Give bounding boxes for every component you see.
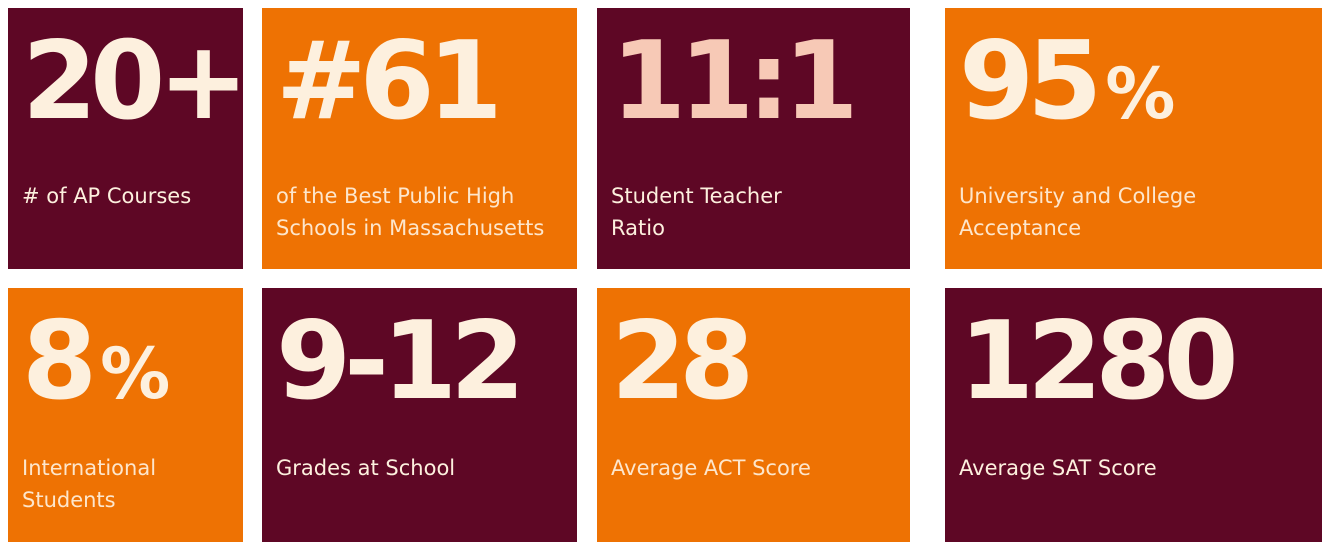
stat-number: 1280 <box>959 299 1239 424</box>
stat-label: Grades at School <box>276 456 456 480</box>
stat-tile: 95% University and College Acceptance <box>945 8 1322 269</box>
stat-number: 11:1 <box>611 19 859 144</box>
stat-number-suffix: % <box>100 333 171 415</box>
stat-label: International Students <box>22 456 157 512</box>
stat-label: University and College Acceptance <box>959 184 1197 240</box>
stat-number: 9-12 <box>276 299 525 424</box>
stat-tile: 8% International Students <box>8 288 243 542</box>
stat-label: Average SAT Score <box>959 456 1157 480</box>
stat-number: 8% <box>22 302 170 434</box>
stat-tile: #61 of the Best Public High Schools in M… <box>262 8 577 269</box>
stat-label: of the Best Public High Schools in Massa… <box>276 184 545 240</box>
stat-number: 28 <box>611 299 754 424</box>
stat-number: 95% <box>959 22 1175 154</box>
stat-number-value: 8 <box>22 299 97 424</box>
stat-tile: 28 Average ACT Score <box>597 288 910 542</box>
stat-label: Student Teacher Ratio <box>611 184 782 240</box>
stat-number-value: 95 <box>959 19 1102 144</box>
stat-number: 20+ <box>22 19 243 144</box>
stat-label: # of AP Courses <box>22 184 192 208</box>
stat-tile: 11:1 Student Teacher Ratio <box>597 8 910 269</box>
stat-tile: 1280 Average SAT Score <box>945 288 1322 542</box>
stat-tile: 9-12 Grades at School <box>262 288 577 542</box>
stat-number-suffix: % <box>1105 53 1176 135</box>
stat-tile: 20+ # of AP Courses <box>8 8 243 269</box>
stat-number: #61 <box>276 19 503 144</box>
stat-label: Average ACT Score <box>611 456 811 480</box>
